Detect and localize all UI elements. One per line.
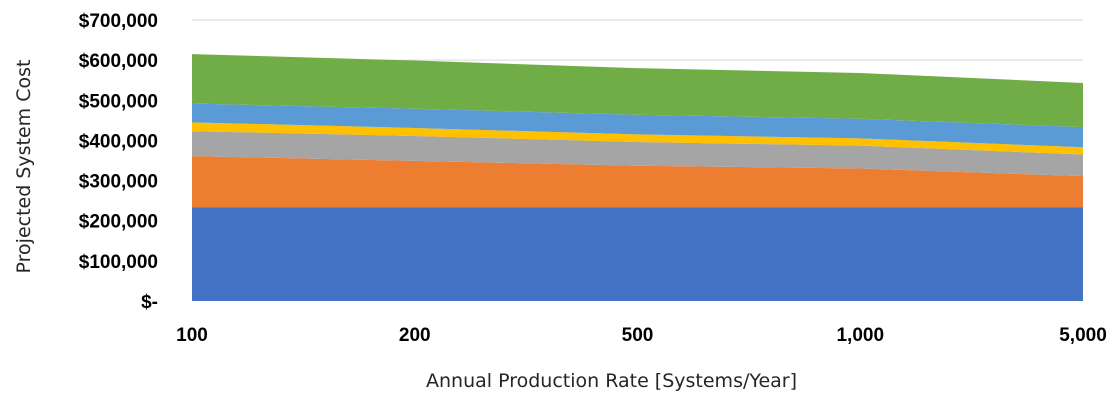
area-series-4 xyxy=(192,122,1083,155)
y-tick-label: $700,000 xyxy=(79,11,158,32)
x-axis-title: Annual Production Rate [Systems/Year] xyxy=(426,370,797,392)
y-tick-label: $500,000 xyxy=(79,91,158,112)
area-series-1 xyxy=(192,207,1083,301)
y-tick-label: $100,000 xyxy=(79,252,158,273)
x-axis-tick-labels: 100 200 500 1,000 5,000 xyxy=(176,325,1107,346)
y-axis-tick-labels: $- $100,000 $200,000 $300,000 $400,000 $500,0… xyxy=(79,11,158,313)
y-axis-title: Projected System Cost xyxy=(13,60,35,274)
area-series xyxy=(192,54,1083,301)
y-tick-label: $600,000 xyxy=(79,51,158,72)
y-tick-label: $300,000 xyxy=(79,172,158,193)
x-tick-label: 100 xyxy=(176,325,208,346)
area-series-3 xyxy=(192,131,1083,177)
x-tick-label: 200 xyxy=(399,325,431,346)
y-tick-label: $200,000 xyxy=(79,212,158,233)
x-tick-label: 1,000 xyxy=(836,325,884,346)
area-series-5 xyxy=(192,103,1083,148)
area-series-6 xyxy=(192,54,1083,128)
y-tick-label: $400,000 xyxy=(79,131,158,152)
y-tick-label: $- xyxy=(141,292,158,313)
x-tick-label: 5,000 xyxy=(1059,325,1107,346)
x-tick-label: 500 xyxy=(622,325,654,346)
area-series-2 xyxy=(192,156,1083,208)
